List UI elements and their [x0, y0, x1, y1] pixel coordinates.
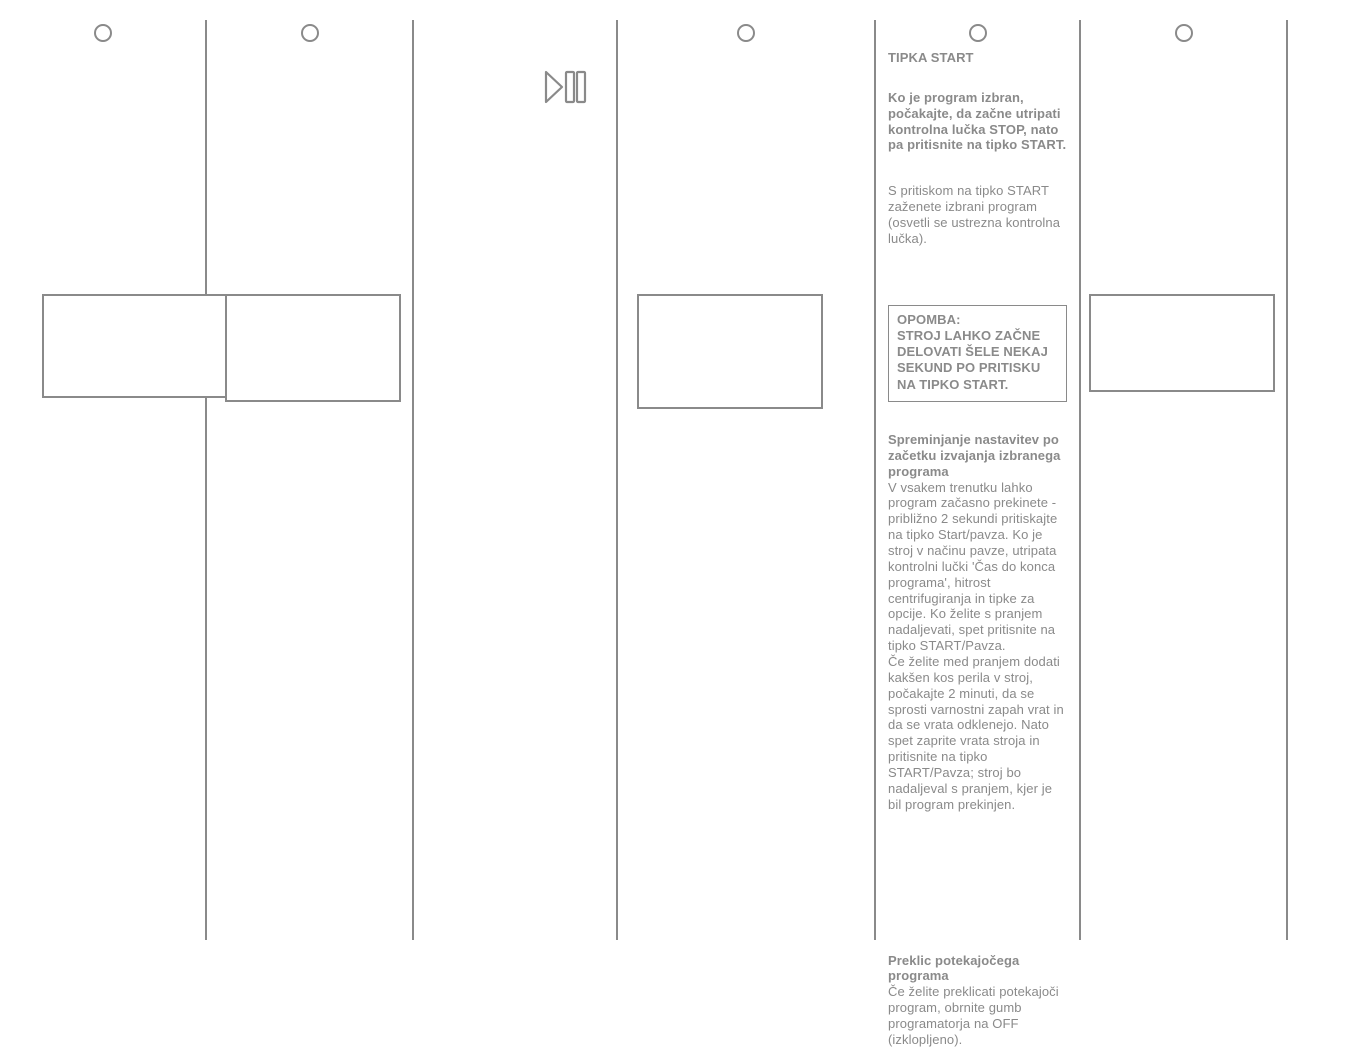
manual-page: TIPKA START Ko je program izbran, počaka… [0, 0, 1351, 950]
column-divider [1286, 20, 1288, 940]
paragraph: S pritiskom na tipko START zaženete izbr… [888, 183, 1067, 246]
section-title: TIPKA START [888, 50, 1067, 66]
binding-hole-icon [969, 24, 987, 42]
image-placeholder [225, 294, 401, 402]
content-block: TIPKA START Ko je program izbran, počaka… [876, 10, 1079, 1048]
paragraph: V vsakem trenutku lahko program začasno … [888, 480, 1067, 813]
column-1 [0, 10, 205, 950]
subsection-title: Spreminjanje nastavitev po začetku izvaj… [888, 432, 1067, 480]
image-placeholder [1089, 294, 1275, 392]
cancel-section: Preklic potekajočega programa Če želite … [888, 953, 1067, 1048]
note-box: OPOMBA: STROJ LAHKO ZAČNE DELOVATI ŠELE … [888, 305, 1067, 402]
binding-hole-icon [94, 24, 112, 42]
binding-hole-icon [301, 24, 319, 42]
intro-paragraph: Ko je program izbran, počakajte, da začn… [888, 90, 1067, 153]
image-placeholder [637, 294, 823, 409]
note-label: OPOMBA: [897, 312, 961, 327]
paragraph: Če želite preklicati potekajoči program,… [888, 984, 1067, 1047]
note-body: STROJ LAHKO ZAČNE DELOVATI ŠELE NEKAJ SE… [897, 328, 1048, 392]
column-3 [414, 10, 616, 950]
subsection-title: Preklic potekajočega programa [888, 953, 1067, 985]
column-6 [1081, 10, 1286, 950]
change-settings-section: Spreminjanje nastavitev po začetku izvaj… [888, 432, 1067, 813]
binding-hole-icon [1175, 24, 1193, 42]
image-placeholder [42, 294, 232, 398]
binding-hole-icon [737, 24, 755, 42]
column-5: TIPKA START Ko je program izbran, počaka… [876, 10, 1079, 950]
play-pause-icon [544, 70, 588, 104]
column-2 [207, 10, 412, 950]
column-4 [618, 10, 874, 950]
